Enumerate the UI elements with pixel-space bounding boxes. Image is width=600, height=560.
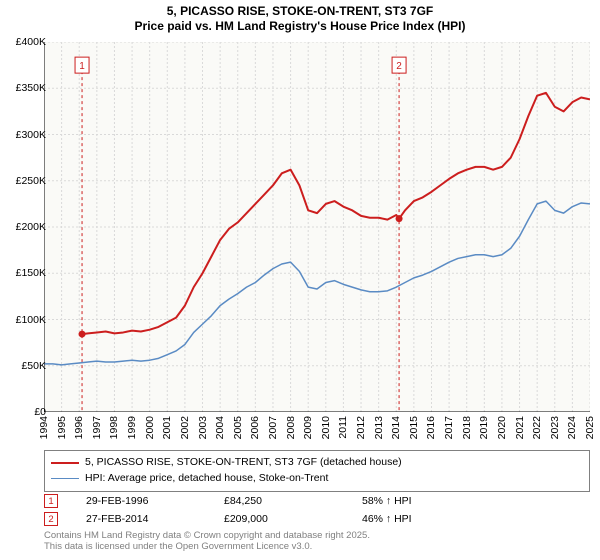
sale-date-1: 29-FEB-1996 bbox=[86, 495, 196, 507]
x-tick-label: 2007 bbox=[267, 416, 279, 439]
legend-label-property: 5, PICASSO RISE, STOKE-ON-TRENT, ST3 7GF… bbox=[85, 455, 402, 471]
x-tick-label: 2005 bbox=[232, 416, 244, 439]
sales-table: 1 29-FEB-1996 £84,250 58% ↑ HPI 2 27-FEB… bbox=[44, 492, 472, 528]
chart-svg: 12 bbox=[44, 42, 590, 412]
x-tick-label: 1995 bbox=[56, 416, 68, 439]
sale-price-2: £209,000 bbox=[224, 513, 334, 525]
x-tick-label: 2002 bbox=[179, 416, 191, 439]
sale-badge-1: 1 bbox=[44, 494, 58, 508]
x-tick-label: 2009 bbox=[302, 416, 314, 439]
sale-delta-1: 58% ↑ HPI bbox=[362, 495, 472, 507]
svg-text:2: 2 bbox=[396, 61, 402, 72]
legend-row-property: 5, PICASSO RISE, STOKE-ON-TRENT, ST3 7GF… bbox=[51, 455, 583, 471]
x-tick-label: 2022 bbox=[531, 416, 543, 439]
x-tick-label: 2004 bbox=[214, 416, 226, 439]
legend-label-hpi: HPI: Average price, detached house, Stok… bbox=[85, 471, 328, 487]
x-tick-label: 2021 bbox=[514, 416, 526, 439]
sale-price-1: £84,250 bbox=[224, 495, 334, 507]
x-tick-label: 2008 bbox=[285, 416, 297, 439]
x-tick-label: 2011 bbox=[337, 416, 349, 439]
x-tick-label: 2001 bbox=[161, 416, 173, 439]
x-tick-label: 1994 bbox=[38, 416, 50, 439]
legend-box: 5, PICASSO RISE, STOKE-ON-TRENT, ST3 7GF… bbox=[44, 450, 590, 492]
x-tick-label: 2018 bbox=[461, 416, 473, 439]
x-tick-label: 1997 bbox=[91, 416, 103, 439]
x-tick-label: 2015 bbox=[408, 416, 420, 439]
title-block: 5, PICASSO RISE, STOKE-ON-TRENT, ST3 7GF… bbox=[0, 0, 600, 34]
x-tick-label: 2012 bbox=[355, 416, 367, 439]
y-tick-label: £350K bbox=[4, 82, 48, 94]
footer-line1: Contains HM Land Registry data © Crown c… bbox=[44, 530, 370, 541]
title-line1: 5, PICASSO RISE, STOKE-ON-TRENT, ST3 7GF bbox=[0, 4, 600, 19]
y-tick-label: £100K bbox=[4, 314, 48, 326]
y-tick-label: £200K bbox=[4, 221, 48, 233]
y-tick-label: £150K bbox=[4, 267, 48, 279]
x-tick-label: 2023 bbox=[549, 416, 561, 439]
legend-swatch-property bbox=[51, 462, 79, 464]
x-tick-label: 2019 bbox=[478, 416, 490, 439]
x-tick-label: 2003 bbox=[197, 416, 209, 439]
x-tick-label: 2024 bbox=[566, 416, 578, 439]
x-tick-label: 2013 bbox=[373, 416, 385, 439]
y-tick-label: £250K bbox=[4, 175, 48, 187]
x-tick-label: 2025 bbox=[584, 416, 596, 439]
legend-swatch-hpi bbox=[51, 478, 79, 479]
sales-row-2: 2 27-FEB-2014 £209,000 46% ↑ HPI bbox=[44, 510, 472, 528]
x-tick-label: 1999 bbox=[126, 416, 138, 439]
sales-row-1: 1 29-FEB-1996 £84,250 58% ↑ HPI bbox=[44, 492, 472, 510]
svg-text:1: 1 bbox=[79, 61, 85, 72]
footer: Contains HM Land Registry data © Crown c… bbox=[44, 530, 370, 553]
x-tick-label: 2010 bbox=[320, 416, 332, 439]
sale-badge-2: 2 bbox=[44, 512, 58, 526]
x-tick-label: 1996 bbox=[73, 416, 85, 439]
legend-row-hpi: HPI: Average price, detached house, Stok… bbox=[51, 471, 583, 487]
title-line2: Price paid vs. HM Land Registry's House … bbox=[0, 19, 600, 34]
y-tick-label: £50K bbox=[4, 360, 48, 372]
x-tick-label: 2020 bbox=[496, 416, 508, 439]
x-tick-label: 1998 bbox=[108, 416, 120, 439]
y-tick-label: £400K bbox=[4, 36, 48, 48]
y-tick-label: £300K bbox=[4, 129, 48, 141]
x-tick-label: 2014 bbox=[390, 416, 402, 439]
sale-date-2: 27-FEB-2014 bbox=[86, 513, 196, 525]
chart-plot-area: 12 bbox=[44, 42, 590, 412]
x-tick-label: 2000 bbox=[144, 416, 156, 439]
sale-delta-2: 46% ↑ HPI bbox=[362, 513, 472, 525]
x-tick-label: 2016 bbox=[425, 416, 437, 439]
x-tick-label: 2006 bbox=[249, 416, 261, 439]
chart-container: 5, PICASSO RISE, STOKE-ON-TRENT, ST3 7GF… bbox=[0, 0, 600, 560]
footer-line2: This data is licensed under the Open Gov… bbox=[44, 541, 370, 552]
x-tick-label: 2017 bbox=[443, 416, 455, 439]
